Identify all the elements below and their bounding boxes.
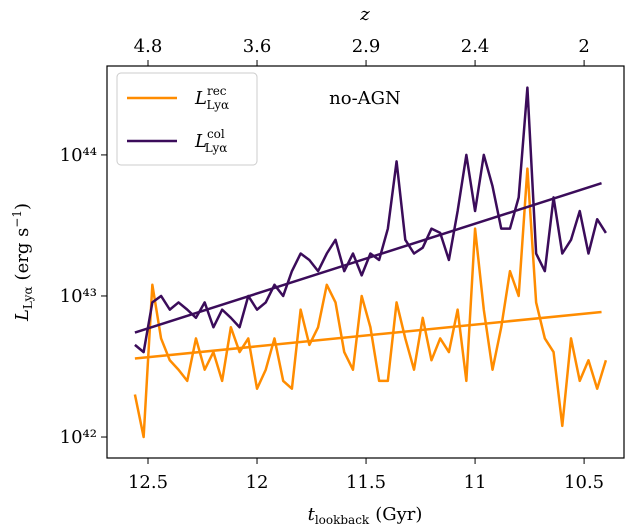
legend-sup: col	[207, 127, 225, 141]
x2-tick-label: 4.8	[134, 36, 163, 57]
data-line	[133, 167, 608, 439]
x2-tick-label: 2.4	[461, 36, 490, 57]
legend-label: Lrec Lyα	[194, 84, 229, 112]
legend-symbol: L	[194, 131, 207, 152]
legend-symbol: L	[194, 88, 207, 109]
y-label-unit: (erg s	[12, 228, 33, 281]
y-tick-label: 10⁴³	[60, 286, 97, 307]
legend-sub: Lyα	[207, 98, 230, 112]
x-label-sub: lookback	[315, 513, 370, 527]
y-tick-label: 10⁴²	[60, 427, 97, 448]
legend-sub: Lyα	[205, 141, 228, 155]
y-label-unit-sup: −1	[10, 210, 24, 228]
x2-axis-label: z	[359, 4, 370, 25]
annotation: no-AGN	[329, 88, 401, 109]
y-tick-label: 10⁴⁴	[60, 145, 97, 166]
fit-line	[134, 310, 602, 360]
x-label-symbol: t	[308, 504, 316, 525]
y-label-close: )	[12, 203, 33, 210]
x2-tick-label: 3.6	[243, 36, 272, 57]
x-axis-label: tlookback (Gyr)	[308, 504, 423, 527]
x-label-unit: (Gyr)	[375, 504, 422, 525]
legend-box	[116, 72, 258, 166]
x-tick-label: 12	[246, 472, 269, 493]
y-axis-label: LLyα (erg s−1)	[10, 203, 35, 322]
legend-sup: rec	[207, 84, 227, 98]
x2-tick-label: 2.9	[352, 36, 381, 57]
y-label-sub: Lyα	[21, 286, 35, 309]
x-tick-label: 10.5	[564, 472, 604, 493]
plot-frame	[106, 65, 625, 459]
x-tick-label: 12.5	[128, 472, 168, 493]
data-line	[134, 86, 607, 354]
fit-line	[134, 182, 602, 334]
x-tick-label: 11	[464, 472, 487, 493]
x-tick-label: 11.5	[346, 472, 386, 493]
y-label-symbol: L	[12, 309, 33, 322]
legend-label: Lcol Lyα	[194, 127, 227, 155]
x2-tick-label: 2	[578, 36, 589, 57]
